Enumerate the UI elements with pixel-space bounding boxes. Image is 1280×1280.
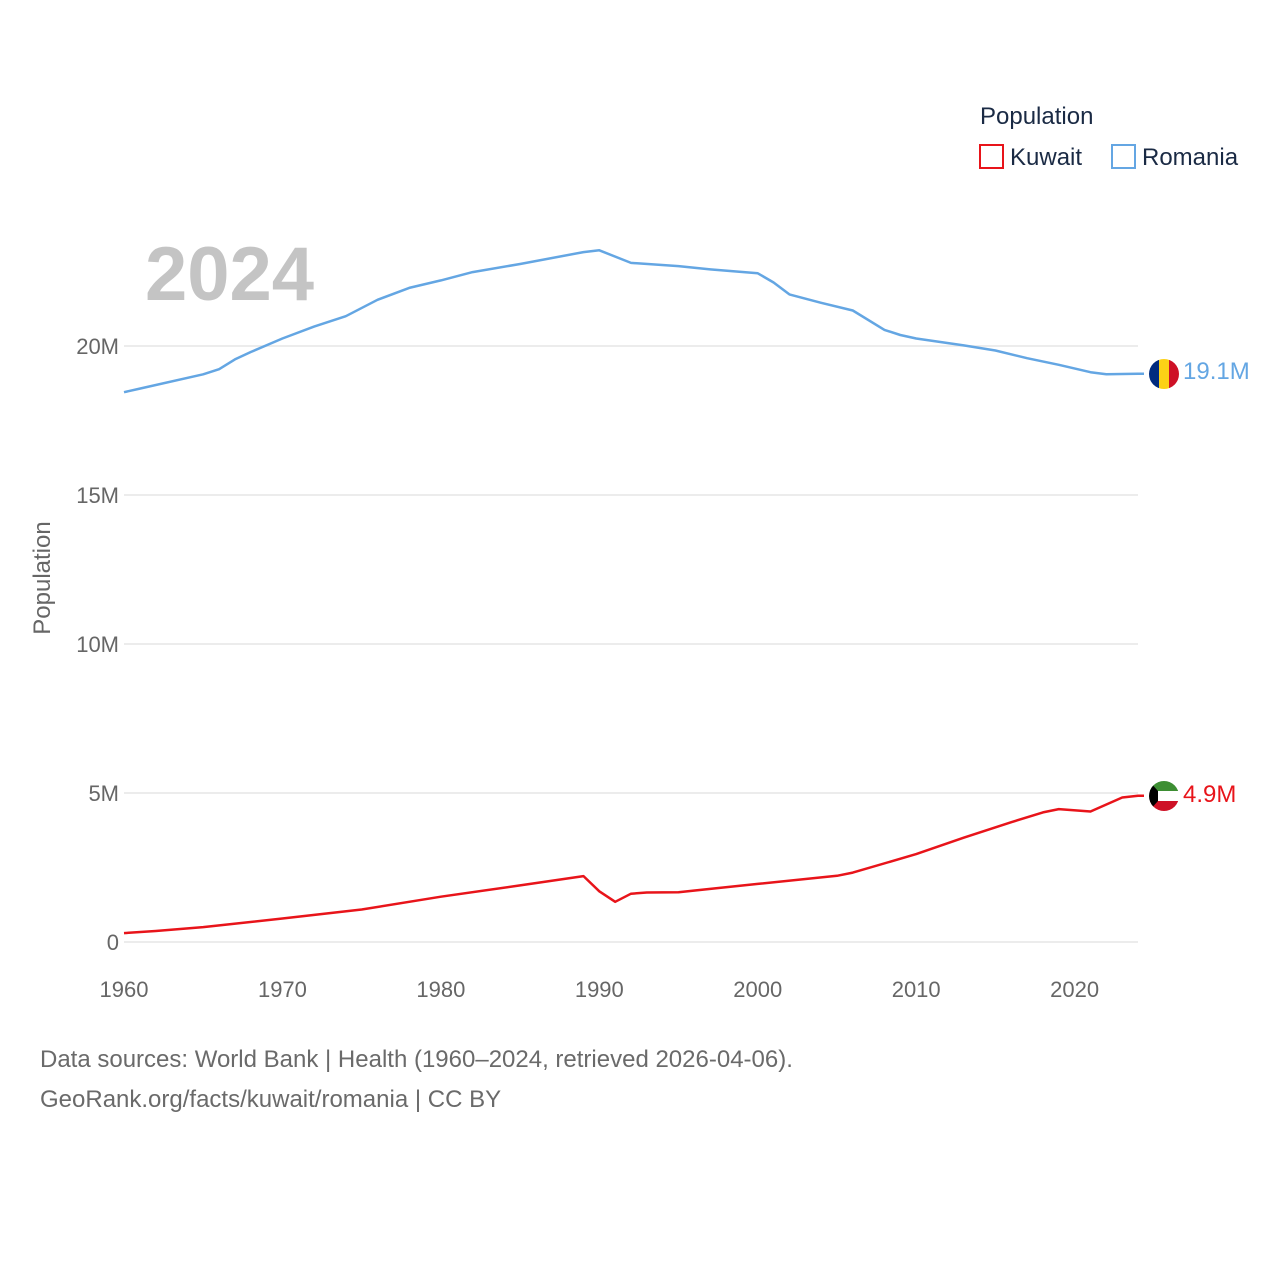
- y-tick-label: 10M: [76, 632, 119, 657]
- legend-label-kuwait: Kuwait: [1010, 144, 1082, 171]
- y-axis-title: Population: [29, 521, 56, 634]
- x-tick-label: 1960: [100, 977, 149, 1002]
- x-axis-ticks: 1960 1970 1980 1990 2000 2010 2020: [100, 977, 1100, 1002]
- legend-swatch-romania: [1111, 144, 1136, 169]
- x-tick-label: 1990: [575, 977, 624, 1002]
- series-line-romania: [123, 249, 1144, 394]
- kuwait-flag-icon: [1149, 781, 1179, 811]
- x-tick-label: 1980: [416, 977, 465, 1002]
- end-value-label-romania: 19.1M: [1183, 358, 1250, 385]
- legend-item-romania[interactable]: Romania: [1111, 144, 1239, 171]
- year-label: 2024: [145, 232, 314, 317]
- x-tick-label: 2010: [892, 977, 941, 1002]
- series-line-kuwait: [123, 794, 1144, 935]
- romania-flag-icon: [1149, 359, 1179, 389]
- x-tick-label: 1970: [258, 977, 307, 1002]
- gridlines: [124, 345, 1138, 943]
- y-axis-ticks: 0 5M 10M 15M 20M: [76, 334, 119, 955]
- legend-swatch-kuwait: [979, 144, 1004, 169]
- legend-title: Population: [980, 103, 1093, 130]
- footer: Data sources: World Bank | Health (1960–…: [40, 1040, 793, 1120]
- legend-label-romania: Romania: [1142, 144, 1239, 171]
- x-tick-label: 2000: [733, 977, 782, 1002]
- y-tick-label: 5M: [88, 781, 119, 806]
- data-sources: Data sources: World Bank | Health (1960–…: [40, 1046, 793, 1073]
- y-tick-label: 15M: [76, 483, 119, 508]
- x-tick-label: 2020: [1050, 977, 1099, 1002]
- legend-item-kuwait[interactable]: Kuwait: [979, 144, 1082, 171]
- y-tick-label: 0: [107, 930, 119, 955]
- y-tick-label: 20M: [76, 334, 119, 359]
- credit-link[interactable]: GeoRank.org/facts/kuwait/romania | CC BY: [40, 1086, 502, 1113]
- end-value-label-kuwait: 4.9M: [1183, 781, 1236, 808]
